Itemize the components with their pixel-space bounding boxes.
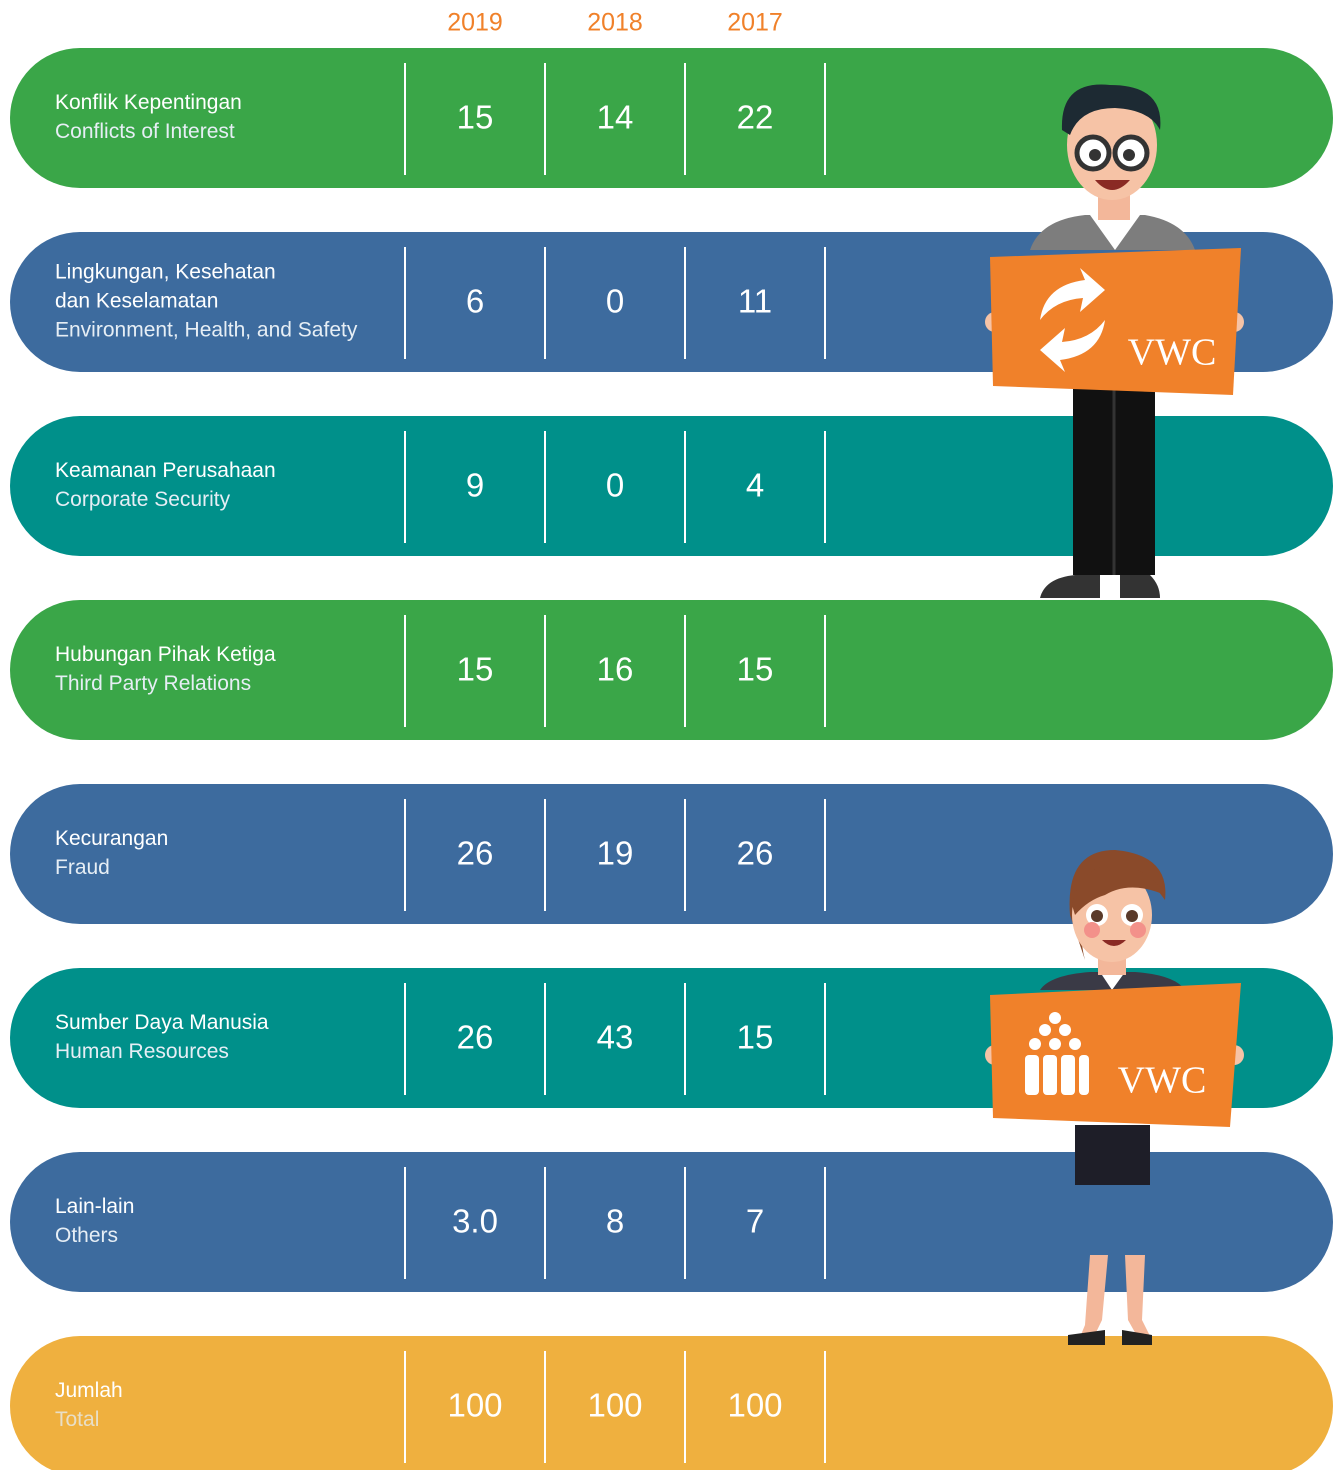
cell-value: 9	[466, 467, 484, 504]
row-label: dan Keselamatan	[55, 290, 218, 313]
table-row: Jumlah Total 100 100 100	[10, 1336, 1333, 1470]
table-row: Konflik Kepentingan Conflicts of Interest…	[10, 48, 1333, 188]
cell-value: 7	[746, 1203, 764, 1240]
cell-value: 15	[457, 651, 494, 688]
row-background	[10, 1152, 1333, 1292]
table-row: Lain-lain Others 3.0 8 7	[10, 1152, 1333, 1292]
table: Konflik Kepentingan Conflicts of Interest…	[10, 48, 1333, 1470]
cell-value: 4	[746, 467, 764, 504]
row-label: Total	[55, 1408, 99, 1431]
table-row: Hubungan Pihak Ketiga Third Party Relatio…	[10, 600, 1333, 740]
row-label: Third Party Relations	[55, 672, 251, 695]
cell-value: 26	[457, 1019, 494, 1056]
cell-value: 100	[727, 1387, 782, 1424]
cell-value: 15	[457, 99, 494, 136]
sign-text: VWC	[1118, 1060, 1207, 1102]
table-row: Keamanan Perusahaan Corporate Security 9 0 4	[10, 416, 1333, 556]
row-background	[10, 600, 1333, 740]
cell-value: 100	[587, 1387, 642, 1424]
sign-text: VWC	[1128, 332, 1217, 374]
row-label: Konflik Kepentingan	[55, 91, 242, 114]
cell-value: 15	[737, 1019, 774, 1056]
man-figure	[985, 84, 1244, 598]
row-label: Environment, Health, and Safety	[55, 319, 358, 342]
year-header: 2017	[727, 9, 783, 37]
cell-value: 26	[737, 835, 774, 872]
illustrations: VWC VWC	[985, 84, 1244, 1345]
row-label: Others	[55, 1224, 118, 1247]
cell-value: 26	[457, 835, 494, 872]
row-label: Lain-lain	[55, 1195, 134, 1218]
cell-value: 22	[737, 99, 774, 136]
cell-value: 14	[597, 99, 634, 136]
woman-figure	[985, 850, 1244, 1345]
cell-value: 16	[597, 651, 634, 688]
row-label: Lingkungan, Kesehatan	[55, 261, 276, 284]
row-background	[10, 1336, 1333, 1470]
cell-value: 43	[597, 1019, 634, 1056]
cell-value: 8	[606, 1203, 624, 1240]
row-background	[10, 784, 1333, 924]
row-label: Corporate Security	[55, 488, 231, 511]
year-header: 2019	[447, 9, 503, 37]
cell-value: 0	[606, 283, 624, 320]
cell-value: 6	[466, 283, 484, 320]
cell-value: 0	[606, 467, 624, 504]
year-header: 2018	[587, 9, 643, 37]
row-label: Jumlah	[55, 1379, 123, 1402]
row-label: Conflicts of Interest	[55, 120, 235, 143]
row-label: Sumber Daya Manusia	[55, 1011, 269, 1034]
cell-value: 11	[738, 283, 772, 320]
cell-value: 19	[597, 835, 634, 872]
cell-value: 3.0	[452, 1203, 498, 1240]
row-label: Keamanan Perusahaan	[55, 459, 276, 482]
cell-value: 100	[447, 1387, 502, 1424]
cell-value: 15	[737, 651, 774, 688]
row-background	[10, 416, 1333, 556]
row-label: Hubungan Pihak Ketiga	[55, 643, 276, 666]
row-background	[10, 48, 1333, 188]
table-row: Kecurangan Fraud 26 19 26	[10, 784, 1333, 924]
row-label: Kecurangan	[55, 827, 168, 850]
row-label: Human Resources	[55, 1040, 229, 1063]
row-label: Fraud	[55, 856, 110, 879]
